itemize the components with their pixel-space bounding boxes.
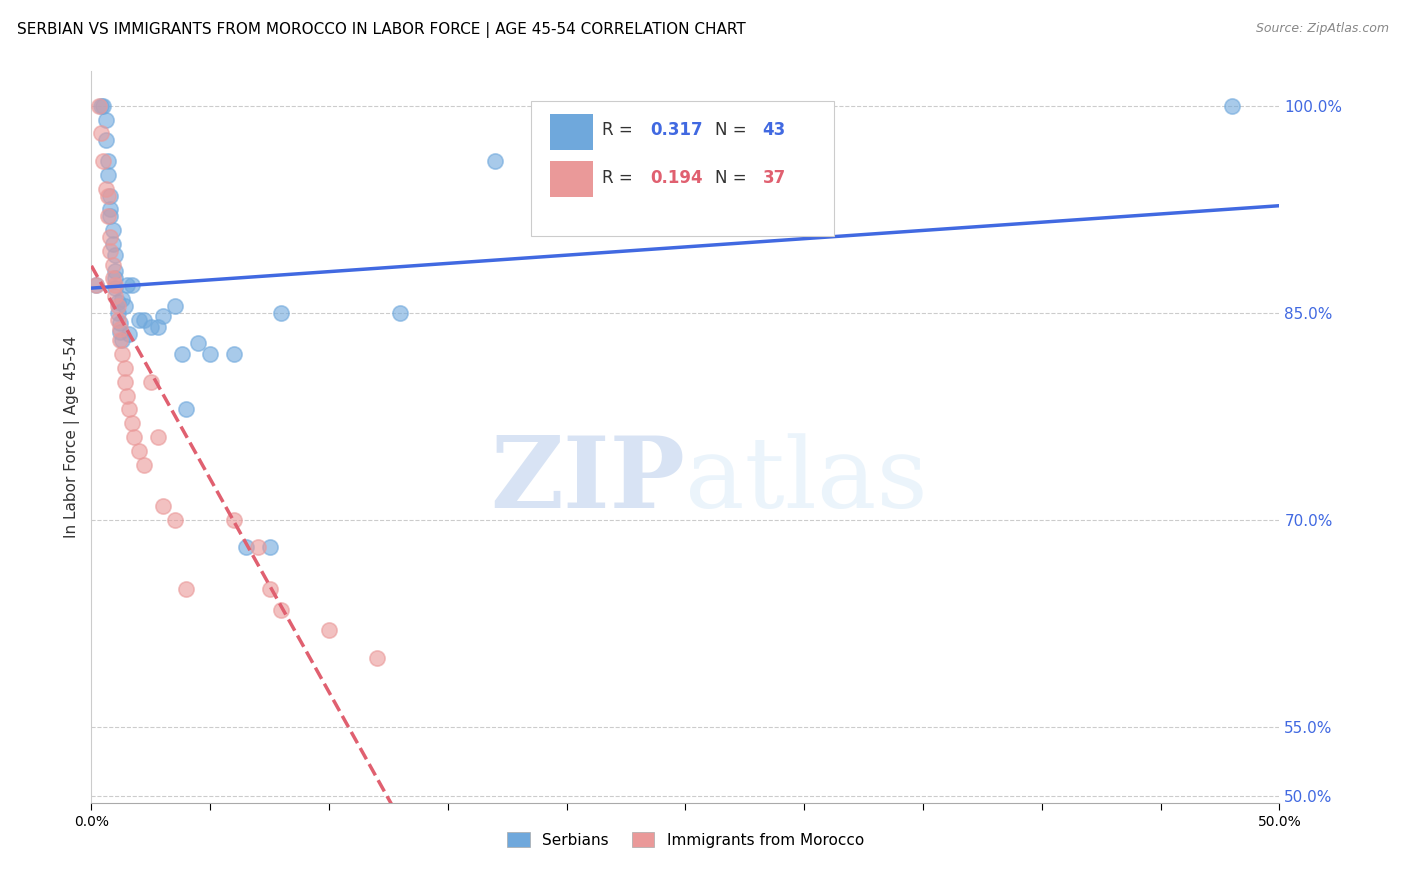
Text: ZIP: ZIP <box>491 433 685 530</box>
Point <box>259 582 281 596</box>
Point <box>111 334 134 348</box>
Text: SERBIAN VS IMMIGRANTS FROM MOROCCO IN LABOR FORCE | AGE 45-54 CORRELATION CHART: SERBIAN VS IMMIGRANTS FROM MOROCCO IN LA… <box>17 22 745 38</box>
Point <box>94 182 117 196</box>
Point <box>139 375 162 389</box>
Point <box>94 133 117 147</box>
Point <box>97 209 120 223</box>
Point <box>104 281 127 295</box>
Point <box>118 326 141 341</box>
Point <box>484 154 506 169</box>
Point <box>101 236 124 251</box>
Point <box>115 278 138 293</box>
Point <box>84 278 107 293</box>
Point <box>122 430 145 444</box>
Point <box>100 202 122 217</box>
Point <box>107 312 129 326</box>
Point <box>108 322 131 336</box>
Point <box>108 316 131 330</box>
Point <box>270 602 292 616</box>
Point <box>91 99 114 113</box>
Point <box>100 188 122 202</box>
Point <box>111 292 134 306</box>
Point <box>152 309 174 323</box>
Point <box>107 294 129 309</box>
Point <box>128 312 150 326</box>
Point <box>146 430 169 444</box>
Text: Source: ZipAtlas.com: Source: ZipAtlas.com <box>1256 22 1389 36</box>
Point <box>222 513 245 527</box>
Point <box>187 336 209 351</box>
Point <box>90 99 112 113</box>
Text: 0.194: 0.194 <box>650 169 703 186</box>
Point <box>114 361 136 376</box>
Text: N =: N = <box>716 169 752 186</box>
Text: 0.317: 0.317 <box>650 121 703 139</box>
Point <box>235 541 257 555</box>
Text: N =: N = <box>716 121 752 139</box>
Point <box>200 347 222 361</box>
Y-axis label: In Labor Force | Age 45-54: In Labor Force | Age 45-54 <box>65 336 80 538</box>
FancyBboxPatch shape <box>550 161 593 197</box>
Point <box>111 347 134 361</box>
Point <box>121 417 143 431</box>
Text: R =: R = <box>602 121 638 139</box>
FancyBboxPatch shape <box>550 114 593 150</box>
Point <box>90 127 112 141</box>
Point <box>100 209 122 223</box>
FancyBboxPatch shape <box>531 101 834 236</box>
Point <box>163 513 186 527</box>
Legend: Serbians, Immigrants from Morocco: Serbians, Immigrants from Morocco <box>501 825 870 854</box>
Point <box>97 188 120 202</box>
Point <box>389 306 412 320</box>
Point <box>100 244 122 258</box>
Point <box>114 375 136 389</box>
Point <box>1220 99 1243 113</box>
Point <box>132 312 155 326</box>
Point <box>104 289 127 303</box>
Point <box>121 278 143 293</box>
Point <box>91 154 114 169</box>
Point <box>101 271 124 285</box>
Point <box>114 299 136 313</box>
Point <box>107 299 129 313</box>
Point <box>152 499 174 513</box>
Point <box>101 223 124 237</box>
Point <box>132 458 155 472</box>
Text: atlas: atlas <box>685 434 928 529</box>
Point <box>94 112 117 127</box>
Point <box>139 319 162 334</box>
Point <box>115 389 138 403</box>
Point <box>97 154 120 169</box>
Point <box>270 306 292 320</box>
Point <box>104 278 127 293</box>
Point <box>170 347 193 361</box>
Point <box>104 264 127 278</box>
Point <box>108 334 131 348</box>
Point <box>108 325 131 339</box>
Point <box>146 319 169 334</box>
Point <box>104 271 127 285</box>
Point <box>176 402 198 417</box>
Point <box>259 541 281 555</box>
Point <box>100 230 122 244</box>
Point <box>246 541 269 555</box>
Point <box>87 99 110 113</box>
Point <box>84 278 107 293</box>
Point <box>176 582 198 596</box>
Point <box>222 347 245 361</box>
Point <box>318 624 340 638</box>
Point <box>366 651 388 665</box>
Text: 43: 43 <box>762 121 786 139</box>
Point <box>128 443 150 458</box>
Point <box>163 299 186 313</box>
Point <box>118 402 141 417</box>
Point <box>107 306 129 320</box>
Point <box>101 258 124 272</box>
Text: 37: 37 <box>762 169 786 186</box>
Point <box>104 248 127 262</box>
Point <box>97 168 120 182</box>
Text: R =: R = <box>602 169 638 186</box>
